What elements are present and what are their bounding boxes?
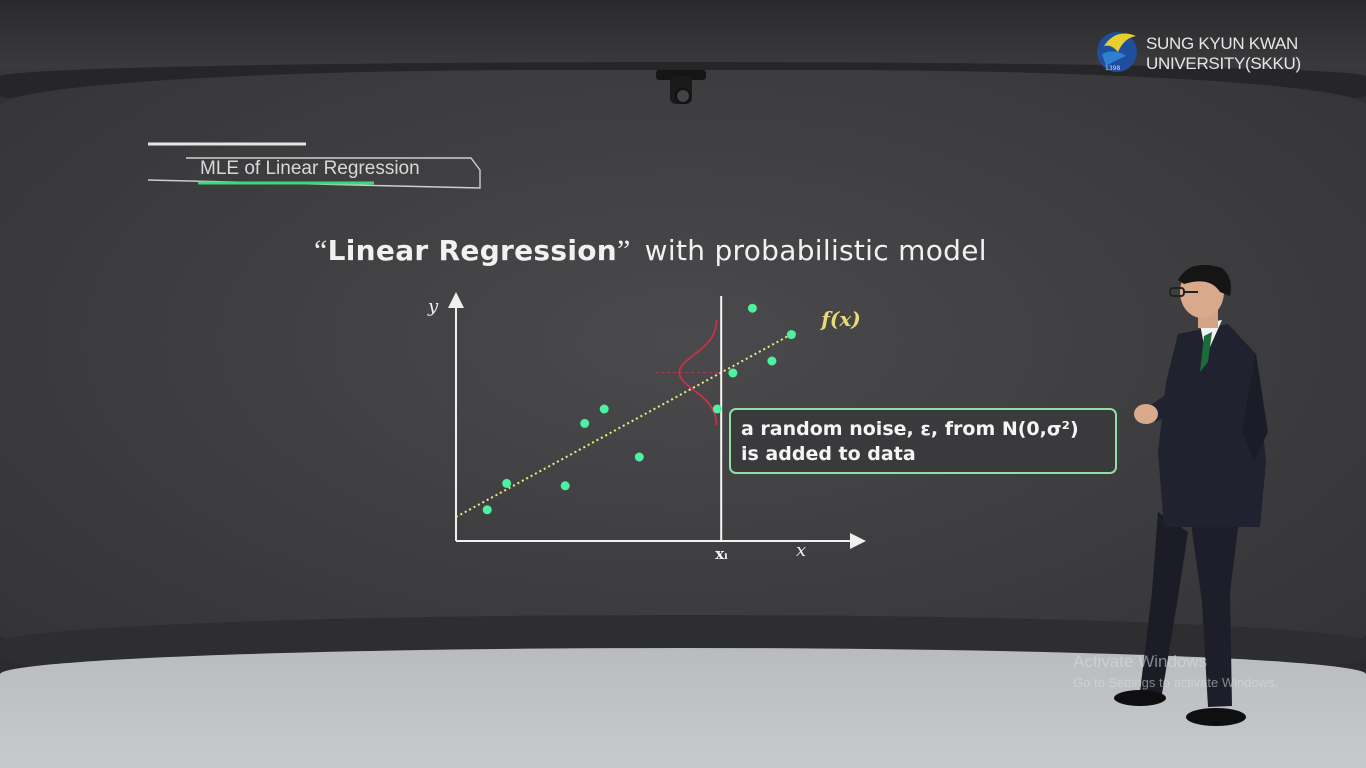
fit-line-label: f(x) [819, 307, 860, 331]
logo-line-1: SUNG KYUN KWAN [1146, 34, 1298, 53]
fit-line [455, 331, 796, 518]
data-point-1 [482, 505, 492, 515]
section-tag-label: MLE of Linear Regression [200, 158, 420, 179]
x-axis-label: x [796, 540, 806, 561]
headline-rest: with probabilistic model [644, 234, 987, 267]
data-point-6 [634, 452, 644, 462]
watermark-subtitle: Go to Settings to activate Windows. [1073, 675, 1279, 690]
y-axis-label: y [427, 296, 439, 317]
data-point-4 [580, 418, 590, 428]
watermark-title: Activate Windows [1073, 652, 1208, 671]
data-point-8 [728, 368, 738, 378]
headline-bold: Linear Regression [327, 234, 618, 267]
headline-open-quote: “ [314, 234, 328, 267]
data-points [482, 303, 796, 515]
led-screen [0, 70, 1366, 670]
camera-lens [675, 88, 691, 104]
noise-callout: a random noise, ε, from N(0,σ²) is added… [729, 408, 1117, 474]
logo-year: 1398 [1105, 65, 1120, 72]
logo-wordmark: SUNG KYUN KWAN UNIVERSITY(SKKU) [1146, 34, 1301, 74]
university-logo: 1398 SUNG KYUN KWAN UNIVERSITY(SKKU) [1096, 26, 1336, 82]
logo-line-2: UNIVERSITY(SKKU) [1146, 54, 1301, 73]
regression-plot: y x f(x) xᵢ [427, 292, 866, 563]
windows-activation-watermark: Activate Windows Go to Settings to activ… [1073, 652, 1278, 690]
xi-label: xᵢ [715, 545, 728, 563]
section-tag: MLE of Linear Regression [146, 140, 486, 194]
data-point-3 [560, 481, 570, 491]
camera-mount [656, 70, 706, 80]
section-tag-frame [147, 142, 481, 189]
data-point-9 [747, 303, 757, 313]
data-point-7 [712, 404, 722, 414]
data-point-11 [786, 330, 796, 340]
headline-close-quote: ” [617, 234, 631, 267]
callout-line-1: a random noise, ε, from N(0,σ²) [741, 418, 1079, 440]
slide-headline: “Linear Regression” with probabilistic mo… [314, 234, 987, 268]
data-point-10 [767, 356, 777, 366]
presenter [1114, 264, 1268, 726]
studio-floor [0, 648, 1366, 768]
callout-line-2: is added to data [741, 443, 916, 465]
ceiling-camera [656, 58, 706, 108]
data-point-5 [599, 404, 609, 414]
skku-emblem-icon: 1398 [1097, 32, 1137, 72]
data-point-2 [502, 478, 512, 488]
